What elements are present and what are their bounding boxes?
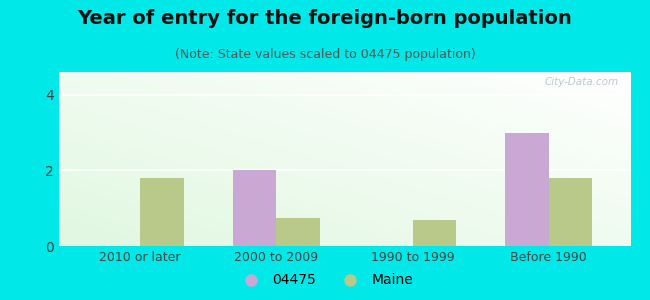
Legend: 04475, Maine: 04475, Maine (231, 268, 419, 293)
Bar (233, 170, 276, 246)
Bar (549, 178, 592, 246)
Text: (Note: State values scaled to 04475 population): (Note: State values scaled to 04475 popu… (175, 48, 475, 61)
Bar (505, 133, 549, 246)
Bar (140, 178, 184, 246)
Bar (413, 220, 456, 246)
Bar (276, 218, 320, 246)
Text: City-Data.com: City-Data.com (545, 77, 619, 87)
Text: Year of entry for the foreign-born population: Year of entry for the foreign-born popul… (77, 9, 573, 28)
